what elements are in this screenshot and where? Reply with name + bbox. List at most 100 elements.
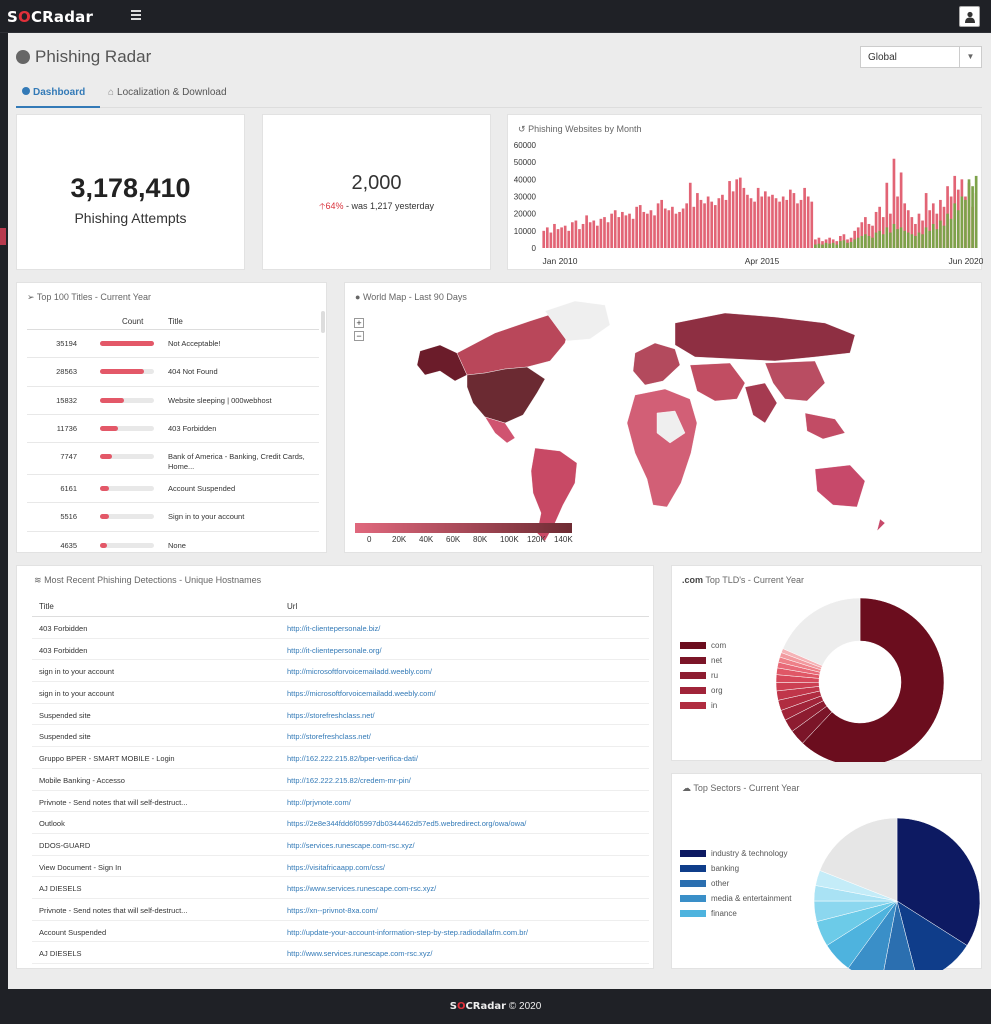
bar (806, 196, 810, 248)
legend-item[interactable]: ru (680, 671, 718, 680)
today-change: 🡡64% - was 1,217 yesterday (263, 199, 490, 215)
bar (703, 203, 706, 248)
row-url-link[interactable]: https://2e8e344fdd6f05997db0344462d57ed5… (287, 819, 527, 829)
bar-secondary (864, 234, 867, 248)
table-row[interactable]: Privnote - Send notes that will self-des… (32, 791, 649, 813)
slice-other[interactable] (782, 597, 861, 667)
row-url-link[interactable]: http://update-your-account-information-s… (287, 927, 528, 937)
legend-item[interactable]: other (680, 879, 729, 888)
row-url-link[interactable]: http://it-clientepersonale.org/ (287, 645, 382, 655)
recent-title-text: Most Recent Phishing Detections - Unique… (44, 575, 262, 585)
table-row[interactable]: sign in to your account https://microsoft… (32, 682, 649, 704)
legend-item[interactable]: com (680, 641, 726, 650)
table-row[interactable]: Suspended site http://storefreshclass.net… (32, 725, 649, 748)
row-url-link[interactable]: http://162.222.215.82/bper-verifica-dati… (287, 754, 418, 764)
map-region-africa (626, 388, 698, 508)
legend-item[interactable]: org (680, 686, 723, 695)
bar-secondary (971, 186, 974, 248)
row-url-link[interactable]: http://it-clientepersonale.biz/ (287, 624, 381, 633)
table-row[interactable]: DDOS-GUARD http://services.runescape.com-… (32, 834, 649, 856)
table-row[interactable]: AJ DIESELS https://www.services.runescape… (32, 877, 649, 899)
slice[interactable] (896, 900, 968, 970)
row-count: 5516 (60, 512, 77, 522)
y-tick-label: 10000 (514, 227, 537, 236)
change-pct: 64% (325, 201, 344, 211)
table-row[interactable]: 28563 404 Not Found (27, 358, 319, 387)
slice[interactable] (802, 597, 945, 762)
row-url-link[interactable]: http://services.runescape.com-rsc.xyz/ (287, 840, 415, 850)
table-row[interactable]: 4635 None (27, 532, 319, 552)
table-row[interactable]: 5516 Sign in to your account (27, 503, 319, 532)
row-count: 11736 (56, 423, 77, 433)
legend-item[interactable]: media & entertainment (680, 894, 792, 903)
row-url-link[interactable]: https://storefreshclass.net/ (287, 710, 375, 720)
bar (881, 217, 885, 248)
table-row[interactable]: sign in to your account http://microsoftf… (32, 660, 649, 683)
logo-part: O (456, 1001, 466, 1012)
table-row[interactable]: 7747 Bank of America - Banking, Credit Ca… (27, 443, 319, 476)
table-row[interactable]: View Document - Sign In https://visitafri… (32, 856, 649, 878)
map-region-alaska (416, 344, 468, 382)
table-row[interactable]: 11736 403 Forbidden (27, 415, 319, 444)
bar (681, 208, 685, 248)
bar-secondary (849, 241, 853, 248)
menu-toggle-icon[interactable] (131, 10, 141, 22)
bar (906, 210, 910, 248)
legend-item[interactable]: net (680, 656, 722, 665)
legend-item[interactable]: finance (680, 909, 737, 918)
slice[interactable] (881, 900, 917, 970)
legend-item[interactable]: industry & technology (680, 849, 788, 858)
zoom-out-button[interactable]: − (354, 331, 364, 341)
table-row[interactable]: Mobile Banking - Accesso http://162.222.2… (32, 769, 649, 791)
row-url-link[interactable]: http://storefreshclass.net/ (287, 732, 371, 742)
bar (692, 206, 696, 248)
bar-secondary (928, 230, 932, 248)
row-url-link[interactable]: http://prjvnote.com/ (287, 797, 351, 807)
recent-title: ≋ Most Recent Phishing Detections - Uniq… (34, 575, 261, 586)
table-row[interactable]: 6161 Account Suspended (27, 475, 319, 504)
legend-swatch (680, 657, 706, 664)
table-row[interactable]: Gruppo BPER - SMART MOBILE - Login http:/… (32, 747, 649, 769)
page-title: Phishing Radar (16, 47, 151, 67)
slice[interactable] (896, 817, 981, 946)
slice-other[interactable] (819, 817, 898, 902)
top100-rows: 35194 Not Acceptable! 28563 404 Not Found 15… (27, 330, 319, 552)
world-map[interactable] (345, 283, 982, 553)
row-url-link[interactable]: https://xn--privnot-8xa.com/ (287, 905, 378, 915)
row-url-link[interactable]: https://www.services.runescape.com-rsc.x… (287, 884, 437, 894)
row-url-link[interactable]: https://microsoftforvoicemailadd.weebly.… (287, 689, 436, 699)
scrollbar[interactable] (321, 311, 325, 333)
row-url-link[interactable]: http://162.222.215.82/credem-mr-pin/ (287, 775, 411, 785)
row-title: DDOS-GUARD (39, 840, 91, 850)
row-title: Privnote - Send notes that will self-des… (39, 905, 188, 915)
legend-item[interactable]: in (680, 701, 717, 710)
tab-localization-download[interactable]: ⌂ Localization & Download (108, 87, 227, 108)
socradar-logo[interactable]: SOCRadar (7, 8, 93, 26)
legend-label: media & entertainment (711, 894, 792, 903)
bar-secondary (846, 242, 849, 248)
worldmap-title: ● World Map - Last 90 Days (355, 292, 467, 302)
recent-detections-card: ≋ Most Recent Phishing Detections - Uniq… (16, 565, 654, 969)
row-url-link[interactable]: https://visitafricaapp.com/css/ (287, 862, 385, 872)
user-menu-button[interactable] (959, 6, 980, 27)
chevron-down-icon: ▼ (959, 47, 981, 67)
table-row[interactable]: 15832 Website sleeping | 000webhost (27, 387, 319, 415)
tab-dashboard[interactable]: Dashboard (16, 87, 100, 108)
row-url-link[interactable]: http://www.services.runescape.com-rsc.xy… (287, 949, 433, 959)
row-url-link[interactable]: http://microsoftforvoicemailadd.weebly.c… (287, 667, 432, 677)
table-row[interactable]: 35194 Not Acceptable! (27, 330, 319, 359)
bar (663, 208, 667, 248)
bar (928, 210, 932, 248)
table-row[interactable]: Outlook https://2e8e344fdd6f05997db034446… (32, 812, 649, 834)
row-title: 404 Not Found (168, 367, 218, 377)
table-row[interactable]: Suspended site https://storefreshclass.ne… (32, 704, 649, 726)
zoom-in-button[interactable]: + (354, 318, 364, 328)
legend-item[interactable]: banking (680, 864, 739, 873)
table-row[interactable]: 403 Forbidden http://it-clientepersonale.… (32, 639, 649, 661)
table-row[interactable]: 403 Forbidden http://it-clientepersonale.… (32, 617, 649, 639)
row-count: 35194 (56, 339, 77, 348)
table-row[interactable]: Account Suspended http://update-your-acco… (32, 921, 649, 943)
table-row[interactable]: AJ DIESELS http://www.services.runescape.… (32, 942, 649, 964)
table-row[interactable]: Privnote - Send notes that will self-des… (32, 899, 649, 921)
region-select[interactable]: Global ▼ (860, 46, 982, 68)
